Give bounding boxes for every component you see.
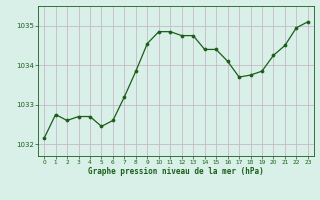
X-axis label: Graphe pression niveau de la mer (hPa): Graphe pression niveau de la mer (hPa) [88, 167, 264, 176]
